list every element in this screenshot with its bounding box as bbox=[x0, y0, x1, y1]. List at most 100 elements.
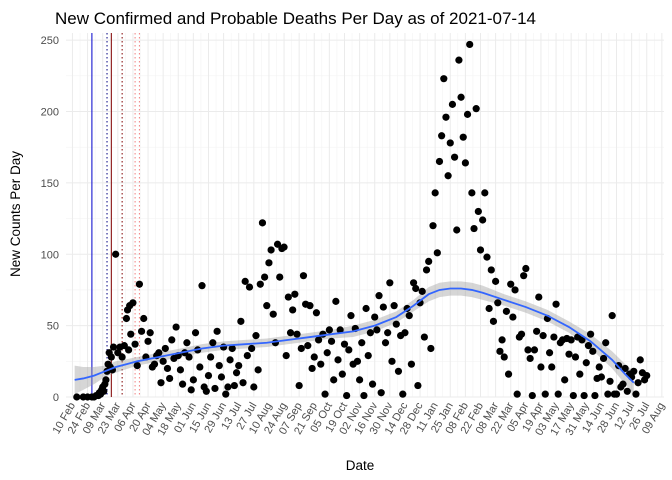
data-point bbox=[276, 273, 284, 281]
data-point bbox=[496, 347, 504, 355]
data-point bbox=[261, 273, 269, 281]
data-point bbox=[340, 340, 349, 348]
data-point bbox=[125, 346, 133, 354]
data-point bbox=[140, 314, 148, 323]
y-tick-label: 250 bbox=[41, 35, 59, 47]
data-point bbox=[606, 377, 614, 385]
data-point bbox=[569, 391, 577, 400]
data-point bbox=[254, 366, 262, 374]
data-point bbox=[526, 354, 534, 363]
data-point bbox=[325, 326, 333, 334]
data-point bbox=[237, 317, 245, 325]
data-point bbox=[109, 343, 118, 351]
data-point bbox=[263, 302, 271, 310]
data-point bbox=[239, 379, 247, 387]
data-point bbox=[137, 327, 146, 335]
data-point bbox=[498, 336, 506, 344]
data-point bbox=[513, 390, 521, 398]
data-point bbox=[245, 283, 254, 291]
data-point bbox=[226, 356, 234, 364]
data-point bbox=[623, 387, 631, 395]
data-point bbox=[353, 357, 362, 365]
data-point bbox=[202, 387, 210, 395]
data-point bbox=[507, 280, 515, 288]
data-point bbox=[401, 329, 409, 337]
data-point bbox=[284, 293, 292, 301]
data-point bbox=[500, 353, 508, 361]
chart-title: New Confirmed and Probable Deaths Per Da… bbox=[55, 9, 536, 28]
data-point bbox=[597, 373, 605, 381]
data-point bbox=[112, 250, 120, 258]
data-point bbox=[548, 363, 556, 371]
y-axis-title: New Counts Per Day bbox=[8, 151, 23, 277]
data-point bbox=[384, 329, 392, 337]
data-point bbox=[282, 352, 290, 360]
data-point bbox=[155, 349, 163, 357]
data-point bbox=[144, 337, 152, 345]
data-point bbox=[122, 314, 131, 323]
data-point bbox=[461, 159, 469, 167]
data-point bbox=[185, 353, 193, 361]
data-point bbox=[343, 391, 351, 400]
minor-gridlines bbox=[66, 33, 664, 397]
data-point bbox=[388, 357, 396, 365]
data-point bbox=[427, 344, 435, 353]
data-point bbox=[561, 376, 569, 384]
data-point bbox=[332, 297, 340, 305]
data-point bbox=[435, 157, 444, 166]
data-point bbox=[524, 346, 532, 354]
data-point bbox=[412, 284, 420, 293]
data-point bbox=[377, 389, 385, 397]
data-point bbox=[228, 344, 236, 353]
data-point bbox=[379, 303, 387, 311]
data-point bbox=[157, 379, 165, 387]
data-point bbox=[338, 370, 346, 378]
data-point bbox=[455, 56, 463, 64]
data-point bbox=[448, 100, 457, 108]
data-point bbox=[541, 390, 549, 398]
data-point bbox=[604, 390, 612, 398]
data-point bbox=[394, 367, 403, 375]
data-point bbox=[364, 352, 372, 360]
data-point bbox=[502, 307, 511, 315]
data-point bbox=[586, 330, 595, 338]
data-point bbox=[204, 371, 213, 380]
smooth-trend-line bbox=[74, 287, 635, 384]
data-point bbox=[381, 339, 390, 347]
event-lines bbox=[91, 33, 140, 397]
data-point bbox=[511, 286, 519, 294]
data-point bbox=[608, 312, 616, 320]
data-point bbox=[219, 343, 228, 351]
data-point bbox=[463, 110, 472, 118]
confidence-band bbox=[74, 281, 634, 395]
data-point bbox=[191, 329, 200, 337]
data-point bbox=[258, 219, 267, 227]
data-point bbox=[492, 277, 500, 285]
data-point bbox=[567, 336, 575, 344]
data-point bbox=[584, 342, 593, 350]
major-gridlines bbox=[66, 33, 664, 398]
data-point bbox=[429, 222, 437, 230]
data-point bbox=[100, 387, 108, 395]
data-point bbox=[446, 139, 454, 147]
data-point bbox=[280, 243, 288, 251]
data-point bbox=[241, 277, 249, 285]
data-point bbox=[312, 309, 321, 317]
data-point bbox=[545, 349, 554, 357]
data-point bbox=[163, 364, 172, 373]
data-point bbox=[304, 342, 312, 350]
data-point bbox=[489, 317, 498, 325]
data-point bbox=[422, 266, 431, 274]
data-point bbox=[356, 376, 364, 384]
data-point bbox=[336, 326, 344, 334]
data-point bbox=[211, 384, 219, 393]
data-point bbox=[528, 391, 536, 400]
data-point bbox=[252, 332, 260, 340]
data-point bbox=[474, 207, 482, 216]
data-point bbox=[269, 310, 277, 318]
trend-line bbox=[74, 287, 635, 384]
data-point bbox=[295, 381, 303, 390]
data-point bbox=[457, 93, 465, 101]
data-point bbox=[466, 40, 474, 49]
